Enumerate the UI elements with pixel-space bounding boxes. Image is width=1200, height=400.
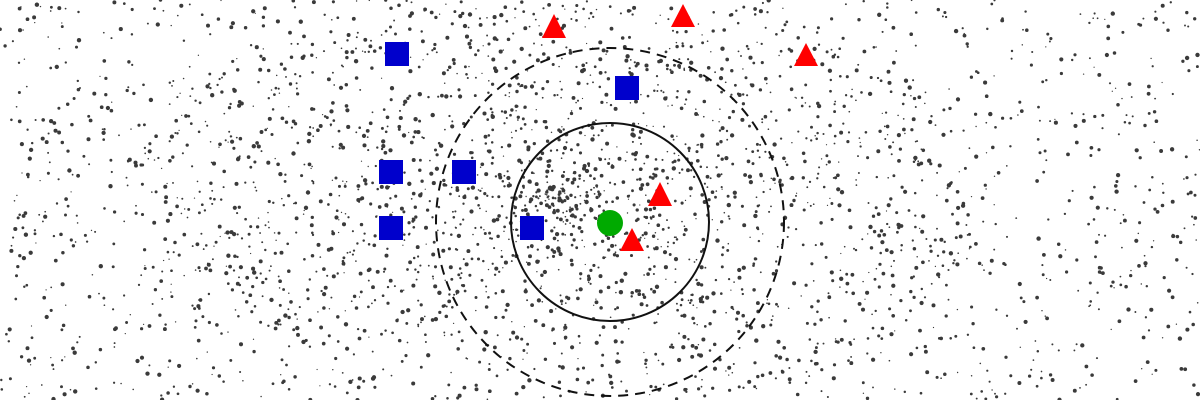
class-a-points [379, 42, 639, 240]
class-a-square [452, 160, 476, 184]
outer-neighborhood-circle [435, 47, 785, 397]
class-a-square [379, 216, 403, 240]
class-b-triangle [542, 14, 566, 38]
class-a-square [385, 42, 409, 66]
class-b-triangle [794, 43, 818, 66]
query-point [597, 210, 623, 236]
class-b-triangle [648, 182, 672, 206]
class-a-square [379, 160, 403, 184]
inner-neighborhood-circle [510, 122, 710, 322]
class-b-triangle [671, 4, 695, 27]
class-b-points [542, 4, 818, 251]
class-a-square [615, 76, 639, 100]
class-b-triangle [620, 228, 644, 251]
class-a-square [520, 216, 544, 240]
